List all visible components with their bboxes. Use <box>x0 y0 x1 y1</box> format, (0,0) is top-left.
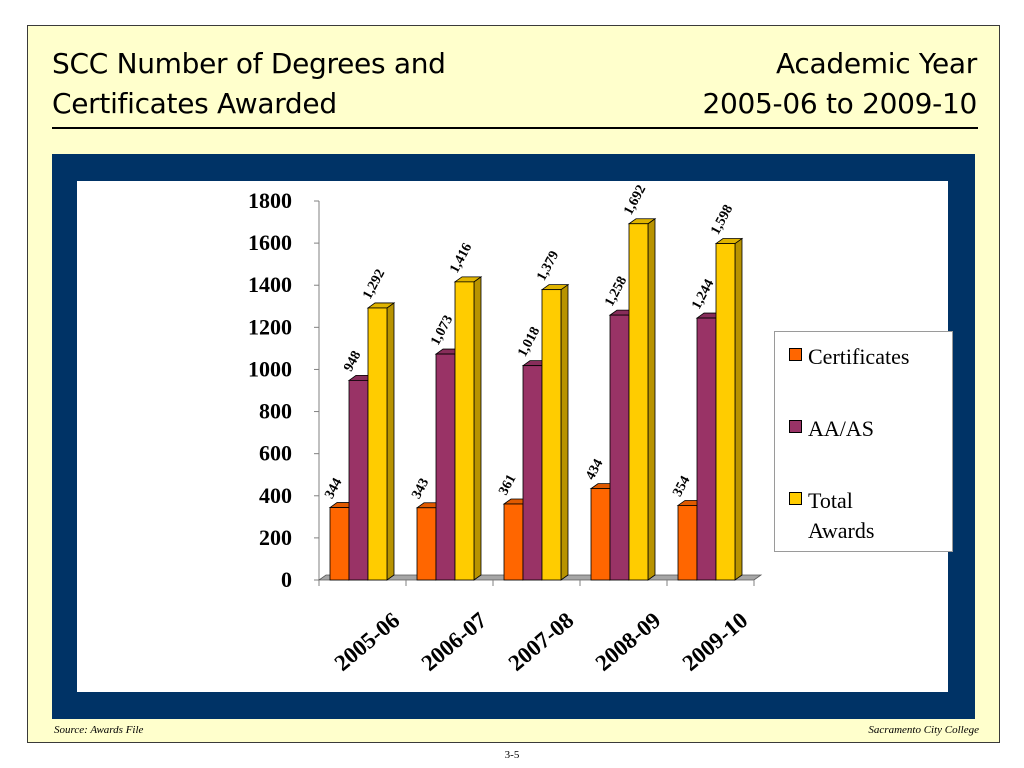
legend-label-certificates: Certificates <box>808 344 910 369</box>
bar-side <box>647 217 656 581</box>
x-tick-label: 2009-10 <box>678 607 753 675</box>
bar <box>454 281 475 581</box>
bar <box>435 353 456 581</box>
bar <box>416 507 437 581</box>
chart-area: 0 200 400 600 800 1000 1200 1400 1600 1800 344 948 1… <box>77 181 953 692</box>
legend-swatch-certificates <box>789 348 802 361</box>
data-label: 1,379 <box>534 249 562 284</box>
title-line-1: SCC Number of Degrees and <box>52 47 446 80</box>
subtitle-line-2: 2005-06 to 2009-10 <box>702 87 978 120</box>
bar-chart: 0 200 400 600 800 1000 1200 1400 1600 1800 344 948 1… <box>248 183 763 676</box>
y-tick-label: 400 <box>259 483 292 508</box>
bar <box>329 507 350 581</box>
slide: SCC Number of Degrees and Certificates A… <box>27 25 1000 743</box>
bar-side <box>473 276 482 581</box>
chart-frame: 0 200 400 600 800 1000 1200 1400 1600 1800 344 948 1… <box>52 154 975 719</box>
y-tick-label: 1200 <box>248 314 292 339</box>
y-tick-label: 1400 <box>248 272 292 297</box>
bar <box>541 289 562 581</box>
legend-item-aa-as: AA/AS <box>789 414 948 444</box>
data-label: 344 <box>322 476 345 502</box>
bar <box>696 317 717 581</box>
bar <box>522 365 543 581</box>
bar-side <box>560 283 569 581</box>
title-line-2: Certificates Awarded <box>52 87 337 120</box>
legend-label-aa-as: AA/AS <box>808 416 875 441</box>
y-tick-label: 600 <box>259 441 292 466</box>
y-tick-label: 1600 <box>248 230 292 255</box>
x-tick-label: 2008-09 <box>591 607 666 675</box>
bar <box>628 223 649 581</box>
bar-side <box>734 237 743 581</box>
data-label: 1,073 <box>428 313 456 348</box>
footer-source: Source: Awards File <box>54 724 144 736</box>
x-tick-label: 2005-06 <box>330 607 405 675</box>
data-label: 354 <box>670 474 693 500</box>
slide-subtitle: Academic Year 2005-06 to 2009-10 <box>703 44 978 124</box>
bar <box>590 488 611 581</box>
data-label: 948 <box>341 349 364 375</box>
data-label: 1,244 <box>689 277 717 312</box>
title-divider <box>52 127 978 129</box>
legend-label-total-awards: Total Awards <box>808 488 875 543</box>
chart-legend: Certificates AA/AS Total Awards <box>774 331 953 552</box>
data-label: 361 <box>496 472 519 498</box>
bar-side <box>386 302 395 581</box>
bar <box>367 307 388 581</box>
x-tick-label: 2007-08 <box>504 607 579 675</box>
legend-item-certificates: Certificates <box>789 342 948 372</box>
data-label: 1,258 <box>602 274 630 309</box>
y-tick-label: 1000 <box>248 356 292 381</box>
data-label: 1,692 <box>621 183 649 218</box>
page-number: 3-5 <box>504 749 520 761</box>
y-tick-label: 200 <box>259 525 292 550</box>
footer-organization: Sacramento City College <box>868 724 979 736</box>
data-label: 1,598 <box>708 203 736 238</box>
y-tick-label: 800 <box>259 399 292 424</box>
y-tick-label: 0 <box>281 567 292 592</box>
data-label: 434 <box>583 457 606 483</box>
legend-item-total-awards: Total Awards <box>789 486 918 546</box>
slide-title: SCC Number of Degrees and Certificates A… <box>52 44 446 124</box>
legend-swatch-aa-as <box>789 420 802 433</box>
data-label: 343 <box>409 476 432 502</box>
x-tick-label: 2006-07 <box>417 607 492 675</box>
bar <box>677 505 698 581</box>
bar <box>348 379 369 581</box>
data-label: 1,416 <box>447 241 475 276</box>
subtitle-line-1: Academic Year <box>776 47 977 80</box>
bar <box>503 503 524 581</box>
bar <box>715 243 736 581</box>
bar <box>609 314 630 581</box>
data-label: 1,292 <box>360 267 388 302</box>
data-label: 1,018 <box>515 325 543 360</box>
legend-swatch-total-awards <box>789 492 802 505</box>
y-tick-label: 1800 <box>248 188 292 213</box>
